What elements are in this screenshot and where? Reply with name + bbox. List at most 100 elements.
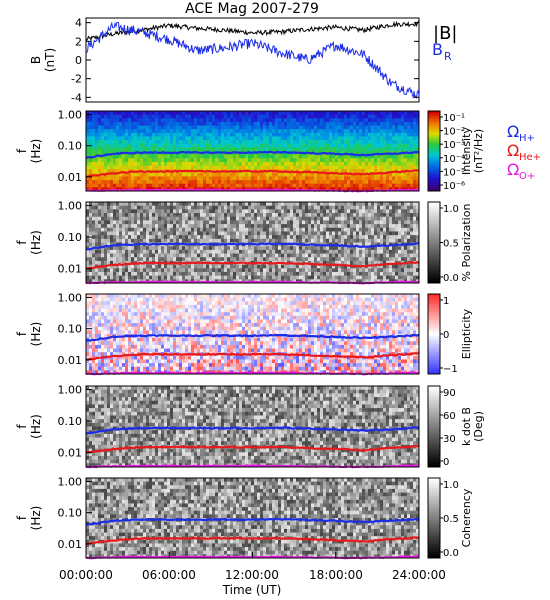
panel-frame xyxy=(85,201,420,284)
b-field-yticks: 4 2 0 -2 -4 xyxy=(71,17,419,104)
x-tick-label: 18:00:00 xyxy=(309,568,363,582)
panel-ylabel: f xyxy=(15,424,29,429)
colorbar-tick-label: 10⁻¹ xyxy=(443,113,465,124)
colorbar-label: Intensity xyxy=(460,127,473,175)
y-tick-label: 0.01 xyxy=(58,354,83,367)
colorbar-tick-label: 10⁻² xyxy=(443,127,465,138)
panel-yunit: (Hz) xyxy=(29,139,43,164)
y-tick-label: 0.10 xyxy=(58,507,83,520)
y-tick-label: 1.00 xyxy=(58,476,83,489)
y-tick-label: 1.00 xyxy=(58,292,83,305)
cyclotron-he-line xyxy=(85,261,420,270)
panel-ylabel: f xyxy=(15,515,29,520)
y-tick-label: 1.00 xyxy=(58,200,83,213)
spectrogram-image xyxy=(86,111,420,192)
legend-absb: |B| xyxy=(433,23,457,44)
panel-ylabel: f xyxy=(15,331,29,336)
colorbar-tick-label: 10⁻⁶ xyxy=(443,181,465,192)
legend-he-sub: He+ xyxy=(519,152,541,163)
cyclotron-he-line xyxy=(85,169,420,179)
cyclotron-h-line xyxy=(85,242,420,251)
panel-4: 1.00 0.10 0.01 f (Hz) 90 60 30 0 k dot B (Deg) xyxy=(15,384,485,469)
colorbar-unit: (nT²/Hz) xyxy=(472,129,485,173)
colorbar-label: k dot B xyxy=(460,407,473,446)
legend-o-sub: O+ xyxy=(519,171,535,182)
legend-h-symbol: Ω xyxy=(507,122,519,141)
legend-br: B xyxy=(432,40,443,59)
colorbar-tick-label: 10⁻⁴ xyxy=(443,154,465,165)
colorbar-label: % Polarization xyxy=(460,204,473,282)
y-tick-label: 2 xyxy=(75,35,82,48)
cyclotron-h-line xyxy=(85,150,420,159)
y-tick-label: 1.00 xyxy=(58,109,83,122)
panel-yunit: (Hz) xyxy=(29,230,43,255)
colorbar-tick-label: 10⁻³ xyxy=(443,140,465,151)
panel-yunit: (Hz) xyxy=(29,506,43,531)
legend-he-symbol: Ω xyxy=(507,141,519,160)
colorbar-tick-label: 0.0 xyxy=(443,273,459,284)
y-tick-label: 0.01 xyxy=(58,538,83,551)
cyclotron-h-line xyxy=(85,426,420,435)
colorbar-tick-label: 0.5 xyxy=(443,239,459,250)
colorbar-tick-label: 0.5 xyxy=(443,514,459,525)
colorbar-tick-label: 10⁻⁵ xyxy=(443,167,465,178)
colorbar: 1.0 0.5 0.0% Polarization xyxy=(427,201,473,284)
x-tick-label: 06:00:00 xyxy=(142,568,196,582)
panel-2: 1.00 0.10 0.01 f (Hz) 1.0 0.5 0.0% Polarization xyxy=(15,200,473,285)
spectrogram-image xyxy=(86,386,420,468)
colorbar-tick-label: −1 xyxy=(443,364,458,375)
series-br-line xyxy=(85,21,420,100)
y-tick-label: 0.10 xyxy=(58,415,83,428)
y-tick-label: 0.10 xyxy=(58,231,83,244)
spectrogram-panels: 1.000.100.01f (Hz)10⁻¹10⁻²10⁻³10⁻⁴10⁻⁵10⁻… xyxy=(15,109,485,560)
cyclotron-he-line xyxy=(85,352,420,361)
y-tick-label: 0.10 xyxy=(58,140,83,153)
x-tick-label: 12:00:00 xyxy=(225,568,279,582)
b-field-lines xyxy=(85,20,420,100)
cyclotron-h-line xyxy=(85,333,420,342)
colorbar-tick-label: 60 xyxy=(443,411,456,422)
colorbar-label: Ellipticity xyxy=(460,308,473,359)
x-tick-label: 00:00:00 xyxy=(59,568,113,582)
colorbar-tick-label: 1.0 xyxy=(443,480,459,491)
colorbar-tick-label: 0 xyxy=(443,457,449,468)
x-axis: 00:00:00 06:00:00 12:00:00 18:00:00 24:0… xyxy=(59,552,446,597)
x-tick-label: 24:00:00 xyxy=(392,568,446,582)
y-tick-label: 1.00 xyxy=(58,384,83,397)
colorbar: 10⁻¹ 10⁻² 10⁻³ 10⁻⁴ 10⁻⁵ 10⁻⁶ Intensity (nT²/Hz… xyxy=(427,110,485,192)
colorbar-tick-label: 30 xyxy=(443,434,456,445)
y-tick-label: 0.01 xyxy=(58,447,83,460)
panel-1: 1.000.100.01f (Hz)10⁻¹10⁻²10⁻³10⁻⁴10⁻⁵10⁻… xyxy=(15,109,485,193)
legend-o-symbol: Ω xyxy=(507,160,519,179)
chart-title: ACE Mag 2007-279 xyxy=(185,1,319,17)
colorbar: 90 60 30 0 k dot B (Deg) xyxy=(427,385,485,468)
y-tick-label: 4 xyxy=(75,17,82,30)
cyclotron-he-line xyxy=(85,536,420,546)
panel-frame xyxy=(85,385,420,468)
panel-ylabel: f xyxy=(15,240,29,245)
panel-frame xyxy=(85,293,420,375)
colorbar-tick-label: 1.0 xyxy=(443,204,459,215)
colorbar-label: Coherency xyxy=(460,488,473,547)
legend-h-sub: H+ xyxy=(519,133,535,144)
panel-frame xyxy=(85,110,420,192)
cyclotron-legend: Ω H+ Ω He+ Ω O+ xyxy=(507,122,541,182)
colorbar-tick-label: 0.0 xyxy=(443,548,459,559)
series-absb-line xyxy=(85,20,420,42)
y-tick-label: -2 xyxy=(71,73,82,86)
y-tick-label: 0.01 xyxy=(58,263,83,276)
cyclotron-he-line xyxy=(85,444,420,454)
colorbar-tick-label: 1 xyxy=(443,296,449,307)
panel-ylabel: f xyxy=(15,148,29,153)
y-tick-label: 0.10 xyxy=(58,323,83,336)
colorbar-tick-label: 0 xyxy=(443,330,449,341)
colorbar-unit: (Deg) xyxy=(472,411,485,442)
spectrogram-image xyxy=(86,294,420,375)
y-tick-label: 0.01 xyxy=(58,171,83,184)
panel-b-field: 4 2 0 -2 -4 B (nT) |B| B R xyxy=(29,17,457,105)
